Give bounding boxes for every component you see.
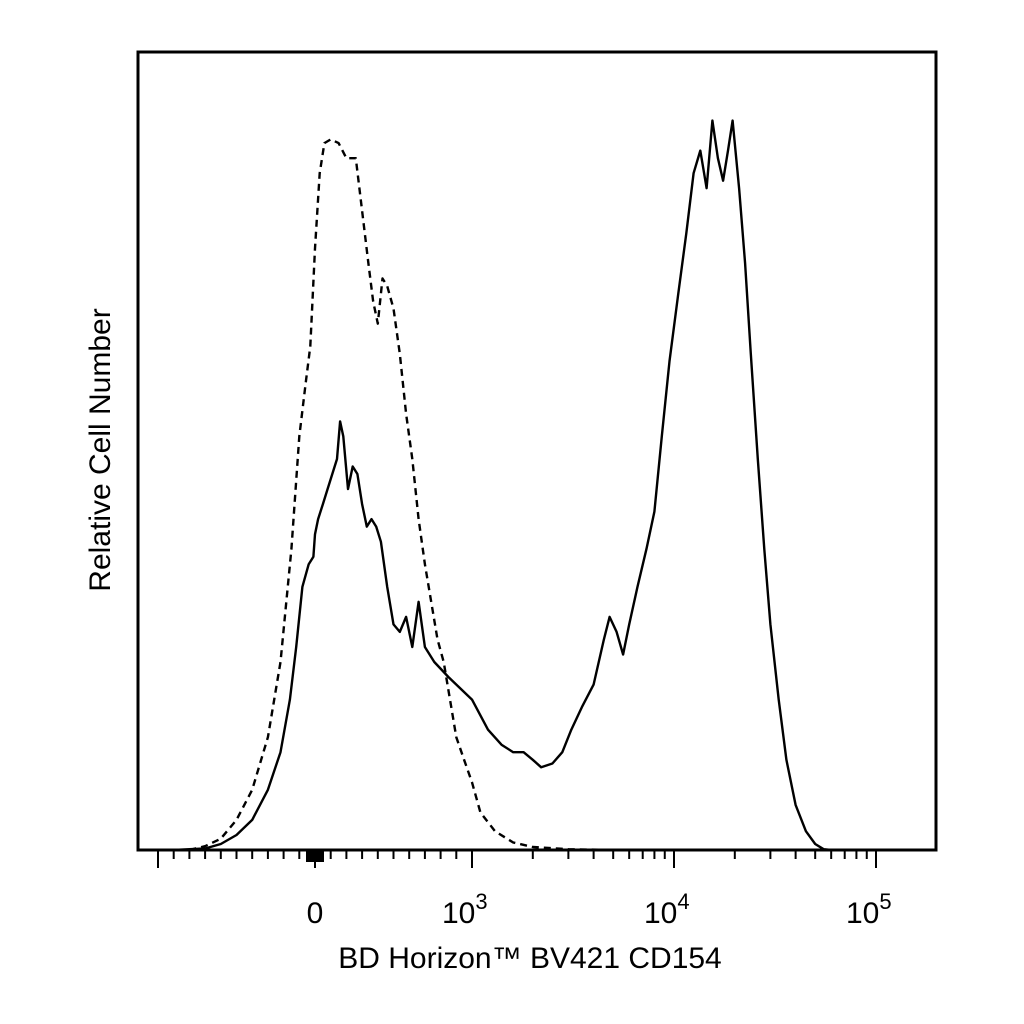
x-tick-label: 0	[307, 897, 324, 930]
x-tick-label: 105	[846, 889, 892, 930]
x-axis-tick-labels: 0 103 104 105	[307, 889, 892, 930]
histogram-curves	[173, 119, 936, 852]
x-tick-label: 103	[442, 889, 488, 930]
x-tick-label: 104	[644, 889, 690, 930]
x-axis-ticks	[157, 850, 877, 868]
y-axis-label: Relative Cell Number	[84, 308, 117, 591]
series-line-solid	[173, 119, 936, 852]
plot-frame	[136, 50, 938, 852]
x-axis-label: BD Horizon™ BV421 CD154	[338, 942, 722, 975]
series-line-dashed	[189, 138, 936, 852]
